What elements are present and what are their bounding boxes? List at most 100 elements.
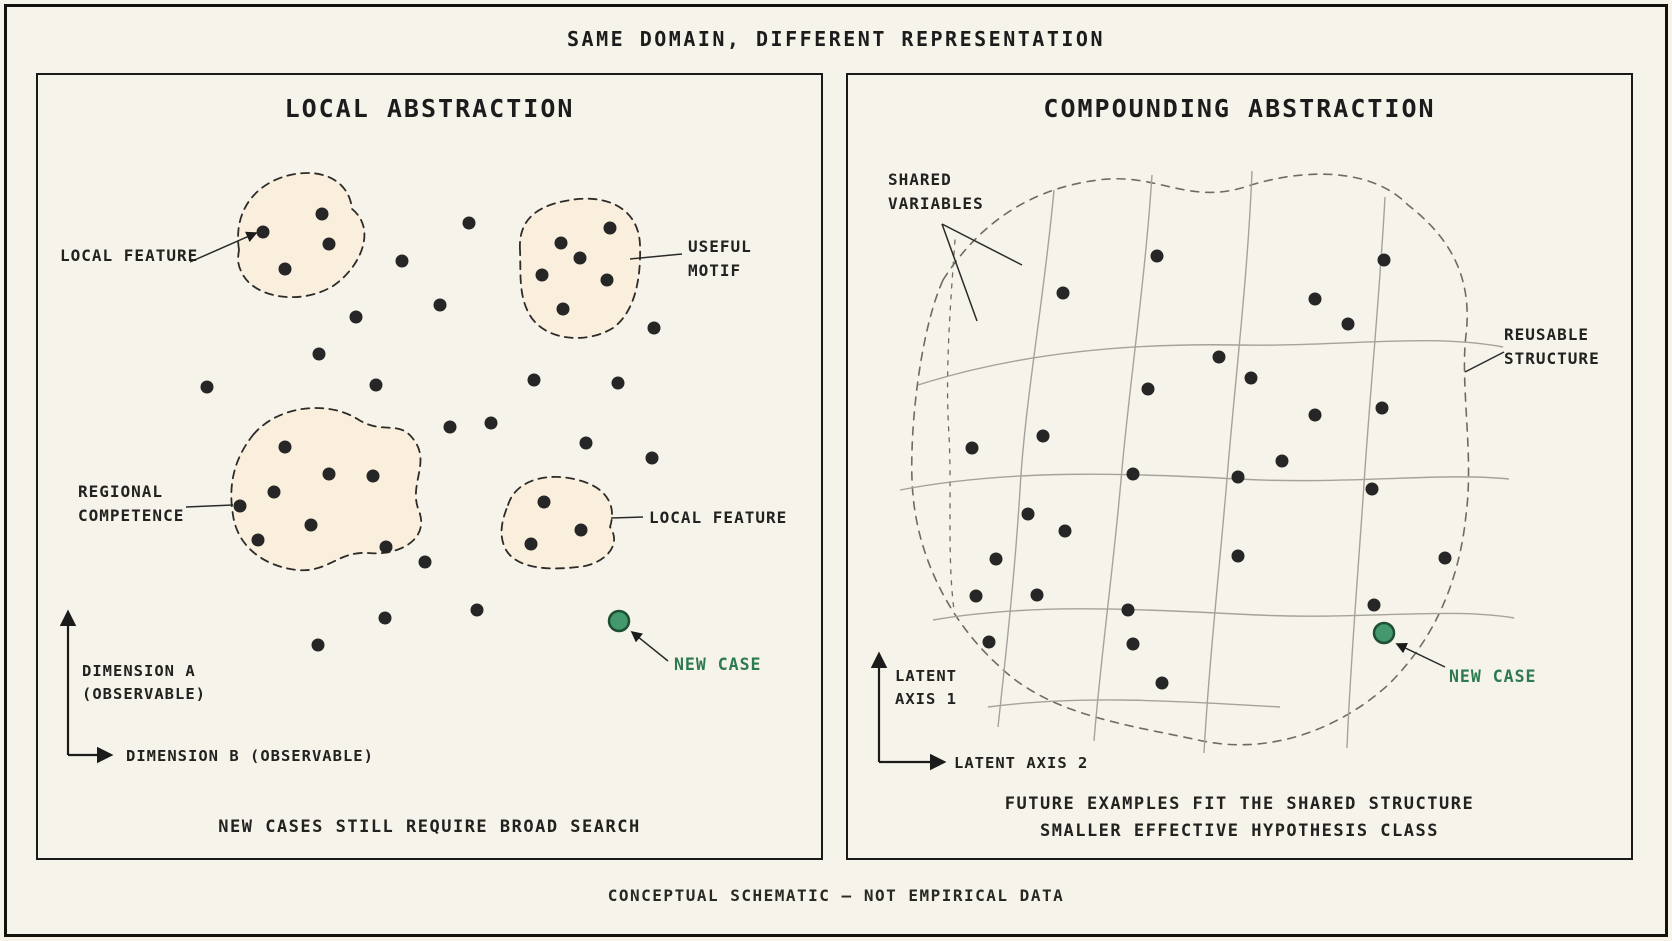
- data-point: [1212, 350, 1226, 364]
- data-point: [524, 537, 538, 551]
- useful-motif-connector: [629, 253, 683, 260]
- data-point: [1058, 524, 1072, 538]
- grid-vertical-3: [1203, 170, 1253, 754]
- data-point: [1341, 317, 1355, 331]
- new-case-label: NEW CASE: [1449, 667, 1537, 686]
- data-point: [369, 378, 383, 392]
- boundary-inner-fold: [946, 239, 956, 611]
- left-panel-caption: NEW CASES STILL REQUIRE BROAD SEARCH: [218, 817, 641, 837]
- data-point: [278, 262, 292, 276]
- data-point: [395, 254, 409, 268]
- scatter-points: [200, 207, 661, 652]
- data-point: [969, 589, 983, 603]
- data-point: [1030, 588, 1044, 602]
- panel-compounding-abstraction: COMPOUNDING ABSTRACTION SHARED VARIABLES…: [846, 73, 1633, 860]
- data-point: [1231, 470, 1245, 484]
- right-panel-title: COMPOUNDING ABSTRACTION: [1043, 94, 1436, 123]
- grid-horizontal-3: [932, 608, 1515, 621]
- data-point: [574, 523, 588, 537]
- grid-vertical-2: [1093, 174, 1153, 742]
- data-point: [1056, 286, 1070, 300]
- data-point: [611, 376, 625, 390]
- data-point: [322, 237, 336, 251]
- data-point: [267, 485, 281, 499]
- data-point: [322, 467, 336, 481]
- label-local-feature-bottom: LOCAL FEATURE: [649, 508, 788, 527]
- data-point: [579, 436, 593, 450]
- data-point: [1438, 551, 1452, 565]
- data-point: [647, 321, 661, 335]
- data-point: [379, 540, 393, 554]
- data-point: [556, 302, 570, 316]
- data-point: [600, 273, 614, 287]
- grid-horizontal-2: [899, 473, 1510, 491]
- new-case-point: [607, 609, 631, 633]
- data-point: [315, 207, 329, 221]
- new-case-arrow: [630, 630, 669, 662]
- local-feature-bottom-connector: [610, 516, 644, 519]
- y-axis-label: DIMENSION A (OBSERVABLE): [82, 662, 206, 704]
- data-point: [1021, 507, 1035, 521]
- data-point: [1231, 549, 1245, 563]
- blob-useful-motif: [519, 197, 642, 339]
- data-point: [418, 555, 432, 569]
- data-point: [1155, 676, 1169, 690]
- data-point: [1126, 637, 1140, 651]
- new-case-label: NEW CASE: [674, 655, 762, 674]
- data-point: [1244, 371, 1258, 385]
- reusable-structure-connector: [1464, 351, 1505, 373]
- data-point: [982, 635, 996, 649]
- data-point: [1126, 467, 1140, 481]
- x-axis-label: DIMENSION B (OBSERVABLE): [126, 747, 374, 765]
- local-abstraction-diagram: [59, 172, 683, 764]
- data-point: [603, 221, 617, 235]
- new-case-arrow: [1395, 643, 1446, 668]
- data-point: [433, 298, 447, 312]
- data-point: [537, 495, 551, 509]
- left-panel-title: LOCAL ABSTRACTION: [284, 94, 575, 123]
- compounding-abstraction-diagram: [870, 170, 1515, 771]
- footer-caption: CONCEPTUAL SCHEMATIC — NOT EMPIRICAL DAT…: [607, 886, 1065, 905]
- new-case-point: [1372, 621, 1396, 645]
- right-panel-caption: FUTURE EXAMPLES FIT THE SHARED STRUCTURE…: [1004, 794, 1475, 842]
- panel-local-abstraction: LOCAL ABSTRACTION LOCAL FEATURE USEFUL M…: [36, 73, 823, 860]
- data-point: [965, 441, 979, 455]
- data-point: [256, 225, 270, 239]
- data-point: [554, 236, 568, 250]
- data-point: [1377, 253, 1391, 267]
- data-point: [200, 380, 214, 394]
- data-point: [1308, 408, 1322, 422]
- data-point: [1141, 382, 1155, 396]
- data-point: [278, 440, 292, 454]
- data-point: [349, 310, 363, 324]
- grid-horizontal-1: [917, 340, 1504, 386]
- grid-vertical-1: [997, 189, 1055, 728]
- data-point: [1275, 454, 1289, 468]
- blob-local-feature-top: [237, 172, 366, 299]
- data-point: [607, 609, 631, 633]
- data-point: [484, 416, 498, 430]
- data-point: [645, 451, 659, 465]
- data-point: [1372, 621, 1396, 645]
- data-point: [462, 216, 476, 230]
- data-point: [989, 552, 1003, 566]
- shared-variables-pointer-a: [941, 223, 1023, 266]
- data-point: [573, 251, 587, 265]
- data-point: [527, 373, 541, 387]
- label-useful-motif: USEFUL MOTIF: [688, 237, 752, 280]
- data-point: [304, 518, 318, 532]
- data-point: [1365, 482, 1379, 496]
- local-feature-top-arrow: [189, 231, 258, 263]
- regional-competence-connector: [185, 504, 234, 508]
- data-point: [378, 611, 392, 625]
- data-point: [233, 499, 247, 513]
- data-point: [1150, 249, 1164, 263]
- page-title: SAME DOMAIN, DIFFERENT REPRESENTATION: [566, 27, 1106, 51]
- data-point: [535, 268, 549, 282]
- data-point: [1121, 603, 1135, 617]
- label-regional-competence: REGIONAL COMPETENCE: [78, 482, 185, 525]
- manifold-boundary: [911, 173, 1470, 746]
- data-point: [443, 420, 457, 434]
- data-point: [366, 469, 380, 483]
